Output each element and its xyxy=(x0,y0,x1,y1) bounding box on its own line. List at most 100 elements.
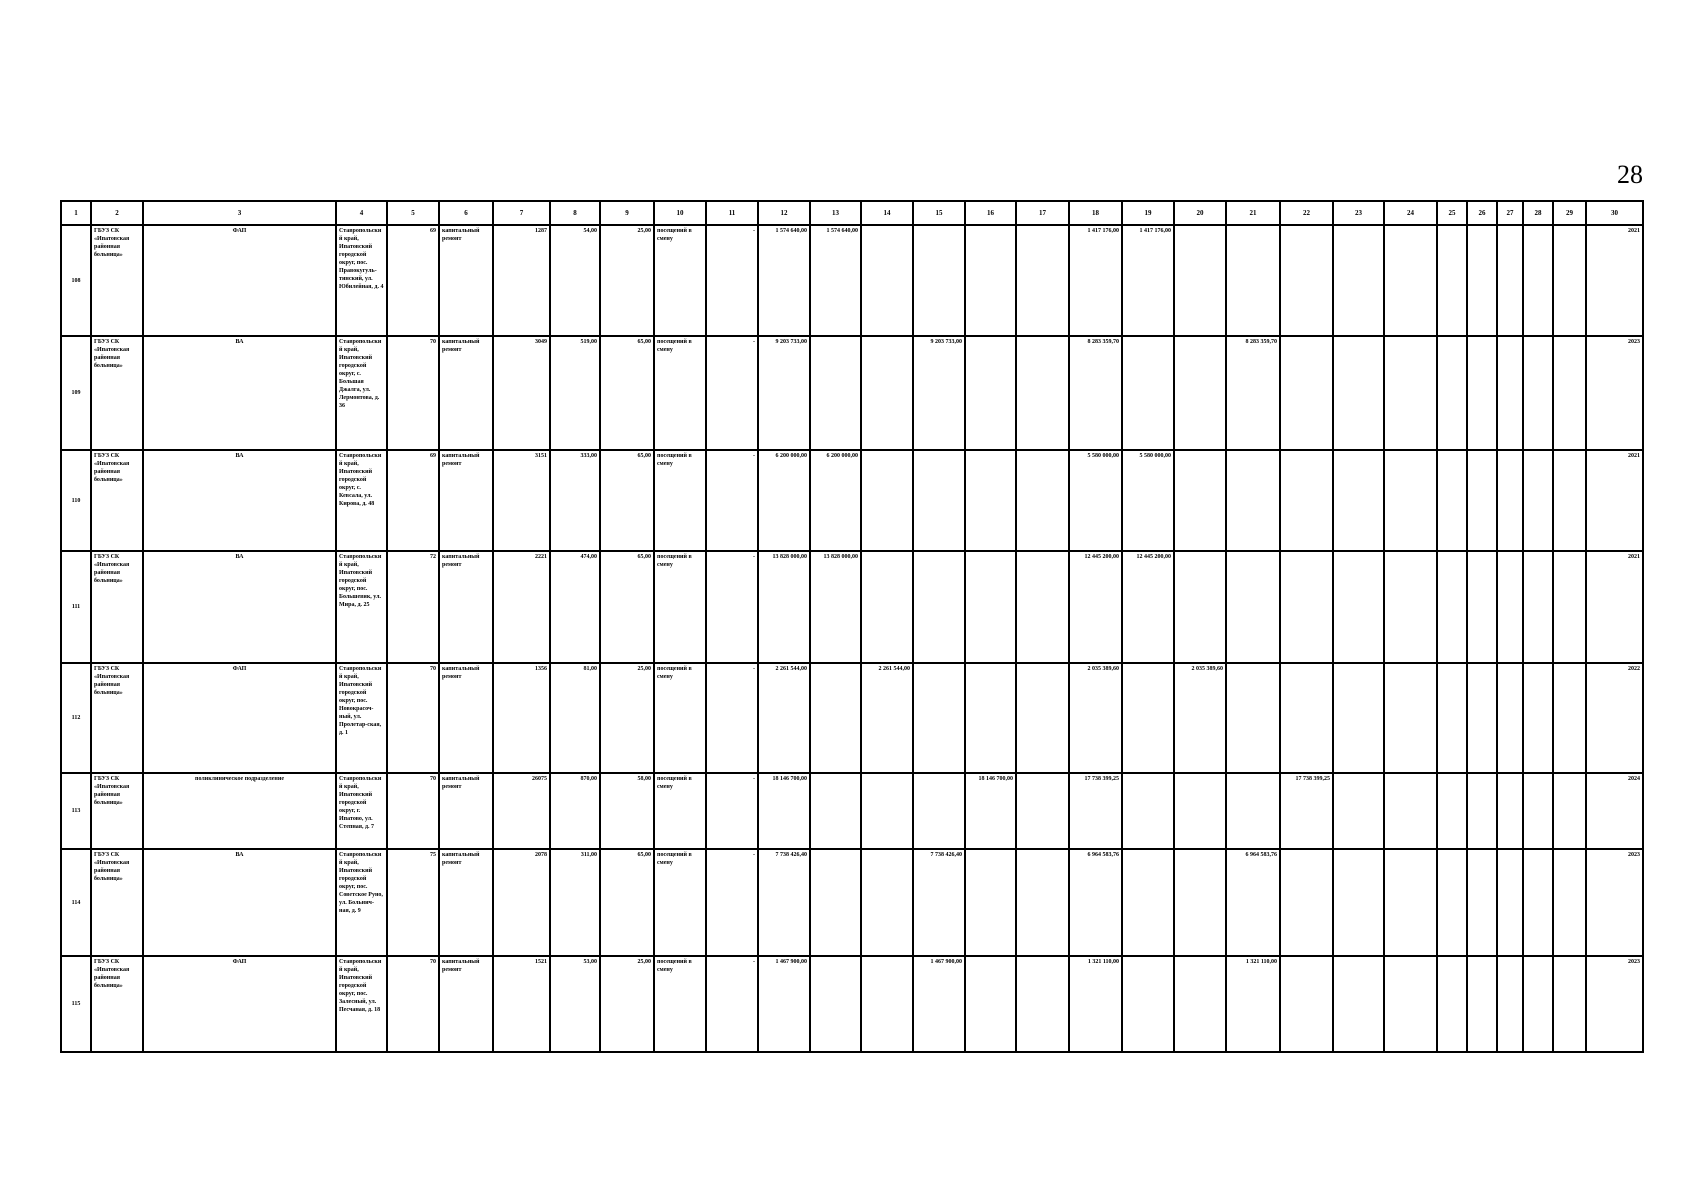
table-cell-col-28 xyxy=(1522,449,1554,552)
table-cell-col-30: 2023 xyxy=(1585,955,1644,1053)
table-cell-col-30: 2023 xyxy=(1585,335,1644,451)
table-cell-col-6: капитальный ремонт xyxy=(438,550,494,664)
table-cell-col-26 xyxy=(1466,772,1498,850)
column-header: 2 xyxy=(90,200,144,226)
table-cell-col-23 xyxy=(1332,224,1385,337)
table-cell-col-3: ВА xyxy=(142,550,337,664)
column-header: 15 xyxy=(912,200,966,226)
table-cell-col-17 xyxy=(1015,772,1070,850)
table-cell-col-25 xyxy=(1436,449,1468,552)
table-cell-col-3: ФАП xyxy=(142,224,337,337)
table-cell-col-5: 70 xyxy=(386,955,440,1053)
table-cell-col-25 xyxy=(1436,955,1468,1053)
table-cell-col-9: 65,00 xyxy=(599,848,655,957)
column-header: 12 xyxy=(757,200,811,226)
table-cell-col-15 xyxy=(912,772,966,850)
table-cell-col-11: - xyxy=(705,335,759,451)
table-cell-col-2: ГБУЗ СК «Ипатовская районная больница» xyxy=(90,955,144,1053)
table-cell-col-18: 2 035 389,60 xyxy=(1068,662,1123,774)
table-cell-col-8: 81,00 xyxy=(549,662,601,774)
table-cell-col-16 xyxy=(964,335,1017,451)
table-cell-col-4: Ставропольский край, Ипатовский городско… xyxy=(335,662,388,774)
table-cell-col-26 xyxy=(1466,955,1498,1053)
table-cell-col-3: ВА xyxy=(142,449,337,552)
column-header: 22 xyxy=(1279,200,1334,226)
table-cell-col-22 xyxy=(1279,335,1334,451)
table-cell-col-27 xyxy=(1496,662,1524,774)
table-cell-col-3: ВА xyxy=(142,335,337,451)
table-cell-col-2: ГБУЗ СК «Ипатовская районная больница» xyxy=(90,335,144,451)
table-row: 110 ГБУЗ СК «Ипатовская районная больница… xyxy=(60,449,1644,552)
table-cell-col-24 xyxy=(1383,335,1438,451)
table-cell-col-9: 25,00 xyxy=(599,224,655,337)
table-cell-col-23 xyxy=(1332,848,1385,957)
table-cell-col-11: - xyxy=(705,848,759,957)
table-cell-col-15 xyxy=(912,224,966,337)
table-cell-col-28 xyxy=(1522,772,1554,850)
table-cell-col-8: 53,00 xyxy=(549,955,601,1053)
page-number: 28 xyxy=(1617,160,1643,189)
table-row: 109 ГБУЗ СК «Ипатовская районная больница… xyxy=(60,335,1644,451)
table-cell-col-9: 25,00 xyxy=(599,662,655,774)
table-cell-col-12: 1 574 640,00 xyxy=(757,224,811,337)
column-header: 5 xyxy=(386,200,440,226)
table-cell-col-11: - xyxy=(705,550,759,664)
table-cell-col-6: капитальный ремонт xyxy=(438,662,494,774)
column-header: 4 xyxy=(335,200,388,226)
table-cell-col-10: посещений в смену xyxy=(653,955,707,1053)
table-cell-col-11: - xyxy=(705,662,759,774)
column-header: 25 xyxy=(1436,200,1468,226)
table-row: 108 ГБУЗ СК «Ипатовская районная больница… xyxy=(60,224,1644,337)
table-cell-col-8: 333,00 xyxy=(549,449,601,552)
table-cell-col-15 xyxy=(912,550,966,664)
table-cell-col-24 xyxy=(1383,848,1438,957)
table-cell-col-28 xyxy=(1522,955,1554,1053)
table-cell-col-26 xyxy=(1466,224,1498,337)
table-cell-col-6: капитальный ремонт xyxy=(438,224,494,337)
table-cell-col-1: 110 xyxy=(60,449,92,552)
table-row: 112 ГБУЗ СК «Ипатовская районная больница… xyxy=(60,662,1644,774)
table-cell-col-13 xyxy=(809,955,862,1053)
column-header: 10 xyxy=(653,200,707,226)
table-cell-col-23 xyxy=(1332,449,1385,552)
table-cell-col-6: капитальный ремонт xyxy=(438,848,494,957)
table-cell-col-17 xyxy=(1015,955,1070,1053)
table-cell-col-19: 5 580 000,00 xyxy=(1121,449,1175,552)
table-cell-col-10: посещений в смену xyxy=(653,772,707,850)
table-cell-col-1: 111 xyxy=(60,550,92,664)
table-cell-col-5: 69 xyxy=(386,449,440,552)
table-cell-col-20 xyxy=(1173,848,1227,957)
table-cell-col-12: 7 738 426,40 xyxy=(757,848,811,957)
table-cell-col-20 xyxy=(1173,224,1227,337)
table-cell-col-16 xyxy=(964,662,1017,774)
table-cell-col-1: 113 xyxy=(60,772,92,850)
table-cell-col-6: капитальный ремонт xyxy=(438,335,494,451)
table-cell-col-27 xyxy=(1496,955,1524,1053)
table-cell-col-30: 2022 xyxy=(1585,662,1644,774)
table-cell-col-26 xyxy=(1466,662,1498,774)
table-cell-col-22 xyxy=(1279,848,1334,957)
table-cell-col-24 xyxy=(1383,449,1438,552)
table-cell-col-18: 5 580 000,00 xyxy=(1068,449,1123,552)
table-cell-col-1: 115 xyxy=(60,955,92,1053)
column-header: 28 xyxy=(1522,200,1554,226)
table-cell-col-21: 6 964 583,76 xyxy=(1225,848,1281,957)
table-cell-col-8: 311,00 xyxy=(549,848,601,957)
table-cell-col-10: посещений в смену xyxy=(653,662,707,774)
table-cell-col-6: капитальный ремонт xyxy=(438,449,494,552)
table-cell-col-28 xyxy=(1522,550,1554,664)
table-cell-col-14 xyxy=(860,335,914,451)
column-header: 9 xyxy=(599,200,655,226)
table-cell-col-28 xyxy=(1522,335,1554,451)
table-cell-col-13 xyxy=(809,335,862,451)
table-cell-col-7: 1521 xyxy=(492,955,551,1053)
table-cell-col-27 xyxy=(1496,772,1524,850)
table-row: 113 ГБУЗ СК «Ипатовская районная больница… xyxy=(60,772,1644,850)
table-cell-col-8: 870,00 xyxy=(549,772,601,850)
table-cell-col-23 xyxy=(1332,550,1385,664)
column-header: 27 xyxy=(1496,200,1524,226)
table-cell-col-17 xyxy=(1015,550,1070,664)
table-cell-col-1: 109 xyxy=(60,335,92,451)
table-cell-col-4: Ставропольский край, Ипатовский городско… xyxy=(335,550,388,664)
header-row: 1 2 3 4 5 6 7 8 9 10 11 12 13 14 15 16 17 18 19 20 21 22 23 24 2… xyxy=(60,200,1644,226)
